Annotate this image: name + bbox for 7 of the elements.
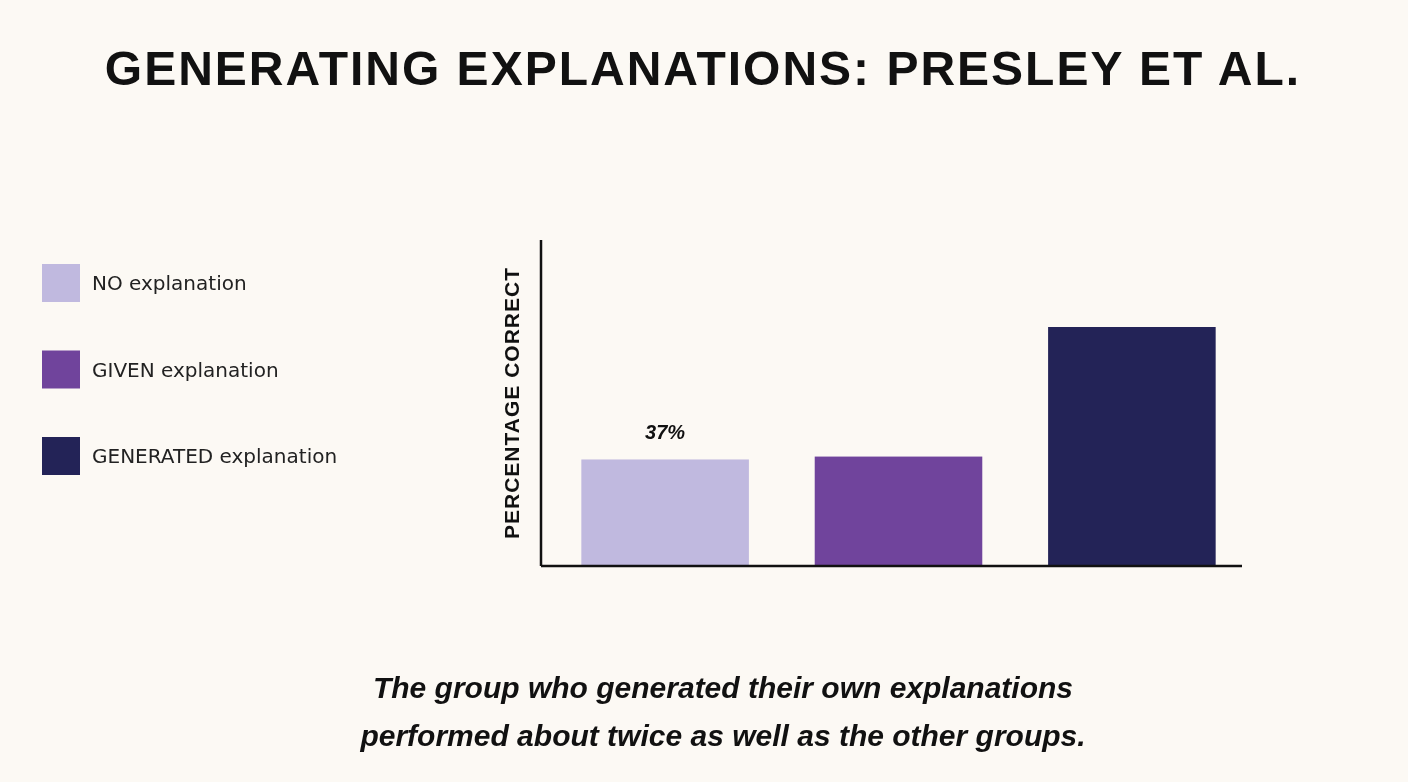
chart-title: GENERATING EXPLANATIONS: PRESLEY ET AL.	[104, 42, 1302, 95]
y-axis-title: PERCENTAGE CORRECT	[500, 267, 523, 539]
legend-label: GENERATED explanation	[92, 444, 338, 468]
text: The group who generated their own explanations performed about twice as well as the other groups.	[359, 671, 1086, 752]
legend-label: NO explanation	[92, 271, 247, 295]
data-label: 37%	[645, 421, 686, 444]
legend-label: GIVEN explanation	[92, 357, 279, 382]
